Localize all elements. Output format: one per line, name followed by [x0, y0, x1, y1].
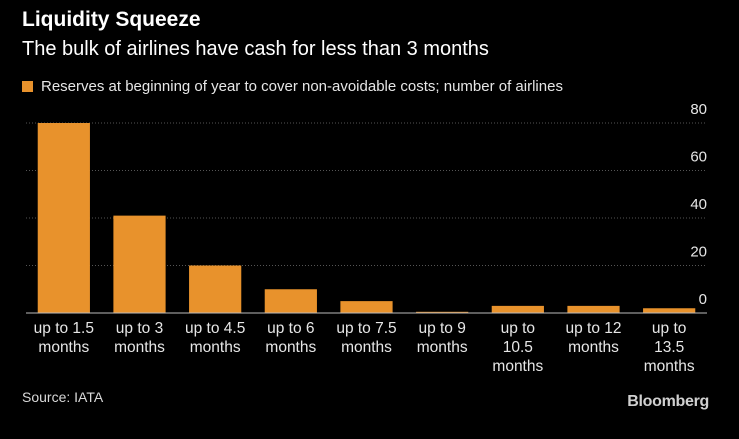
legend-swatch: [22, 81, 33, 92]
x-tick-label: up to 9 months: [417, 320, 468, 356]
chart-subtitle: The bulk of airlines have cash for less …: [22, 38, 489, 60]
legend-label: Reserves at beginning of year to cover n…: [41, 78, 563, 95]
bar: [340, 301, 393, 313]
y-tick-label: 0: [699, 291, 707, 308]
bloomberg-logo: Bloomberg: [627, 393, 709, 410]
y-tick-label: 80: [690, 101, 707, 118]
x-tick-label: up to 1.5 months: [34, 320, 94, 356]
chart-title: Liquidity Squeeze: [22, 8, 201, 31]
x-tick-label: up to 6 months: [265, 320, 316, 356]
x-tick-label: up to 4.5 months: [185, 320, 245, 356]
x-tick-label: up to 12 months: [565, 320, 621, 356]
x-tick-label: up to 13.5 months: [644, 320, 695, 375]
legend: Reserves at beginning of year to cover n…: [22, 78, 563, 95]
y-tick-label: 20: [690, 244, 707, 261]
bar: [643, 308, 696, 313]
bar: [416, 311, 469, 313]
x-tick-label: up to 10.5 months: [492, 320, 543, 375]
x-tick-label: up to 7.5 months: [336, 320, 396, 356]
y-tick-label: 40: [690, 196, 707, 213]
bar: [491, 305, 544, 313]
source-note: Source: IATA: [22, 389, 104, 405]
bar: [189, 265, 242, 313]
bar: [567, 305, 620, 313]
y-tick-label: 60: [690, 149, 707, 166]
bar: [37, 123, 90, 313]
bar: [264, 289, 317, 313]
x-tick-label: up to 3 months: [114, 320, 165, 356]
bar: [113, 215, 166, 313]
